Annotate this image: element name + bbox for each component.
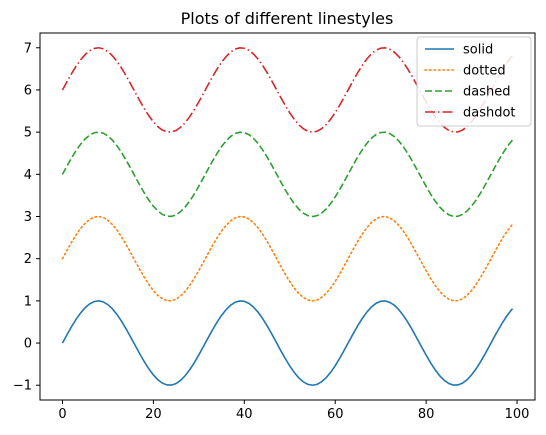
y-tick-label-0: −1 bbox=[13, 379, 32, 394]
legend-box bbox=[416, 36, 532, 127]
x-axis: 0 20 40 60 80 100 bbox=[58, 400, 529, 422]
y-tick-label-8: 7 bbox=[24, 41, 32, 56]
x-tick-label-2: 40 bbox=[236, 407, 253, 422]
legend-label-dashdot: dashdot bbox=[463, 106, 516, 121]
series-line-dashed bbox=[61, 131, 514, 218]
x-tick-label-3: 60 bbox=[327, 407, 344, 422]
y-tick-label-3: 2 bbox=[24, 252, 32, 267]
chart-title: Plots of different linestyles bbox=[181, 9, 394, 28]
y-tick-label-6: 5 bbox=[24, 126, 32, 141]
y-tick-label-5: 4 bbox=[24, 168, 32, 183]
y-tick-label-4: 3 bbox=[24, 210, 32, 225]
y-tick-label-7: 6 bbox=[24, 83, 32, 98]
legend: solid dotted dashed dashdot bbox=[416, 36, 532, 127]
y-tick-label-1: 0 bbox=[24, 337, 32, 352]
series-line-dotted bbox=[61, 215, 514, 302]
legend-label-dashed: dashed bbox=[463, 85, 510, 100]
x-tick-label-4: 80 bbox=[418, 407, 435, 422]
x-tick-label-5: 100 bbox=[505, 407, 530, 422]
plot-series-group bbox=[61, 46, 514, 387]
x-tick-label-0: 0 bbox=[58, 407, 66, 422]
x-tick-label-1: 20 bbox=[145, 407, 162, 422]
legend-label-solid: solid bbox=[463, 43, 493, 58]
y-tick-label-2: 1 bbox=[24, 294, 32, 309]
series-line-solid bbox=[61, 300, 514, 387]
y-axis: −1 0 1 2 3 4 5 6 7 bbox=[13, 41, 40, 394]
legend-label-dotted: dotted bbox=[463, 64, 506, 79]
